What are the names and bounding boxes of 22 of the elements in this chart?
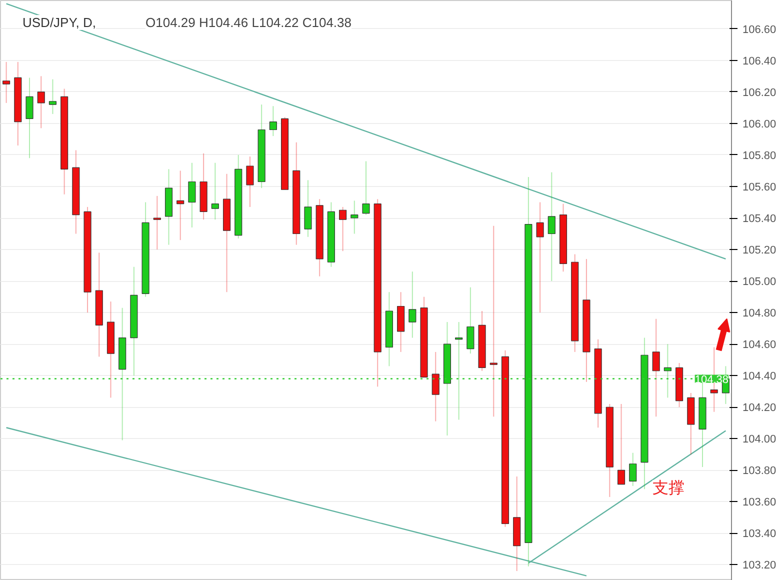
y-tick-label: 105.80 (742, 150, 776, 162)
y-tick-label: 103.40 (742, 528, 776, 540)
y-tick-label: 103.80 (742, 465, 776, 478)
y-tick-label: 104.00 (742, 434, 776, 446)
ref-line-label: 104.38 (694, 374, 729, 386)
y-tick-label: 106.20 (742, 86, 776, 99)
y-tick-label: 104.20 (742, 402, 776, 414)
text: USD/JPY, D, (22, 15, 96, 30)
y-tick-label: 103.60 (742, 496, 776, 509)
y-tick-label: 104.60 (742, 339, 776, 352)
y-tick-label: 106.40 (742, 55, 776, 68)
annotation: 支撑 (652, 479, 684, 497)
y-tick-label: 105.60 (742, 181, 776, 194)
y-tick-label: 104.80 (742, 308, 776, 320)
y-tick-label: 105.00 (742, 276, 776, 288)
y-tick-label: 106.60 (742, 24, 776, 36)
y-tick-label: 106.00 (742, 118, 776, 130)
y-tick-label: 103.20 (742, 560, 776, 572)
y-tick-label: 105.40 (742, 213, 776, 225)
y-tick-label: 104.40 (742, 370, 776, 383)
y-tick-label: 105.20 (742, 244, 776, 257)
text: O104.29 H104.46 L104.22 C104.38 (146, 15, 352, 30)
